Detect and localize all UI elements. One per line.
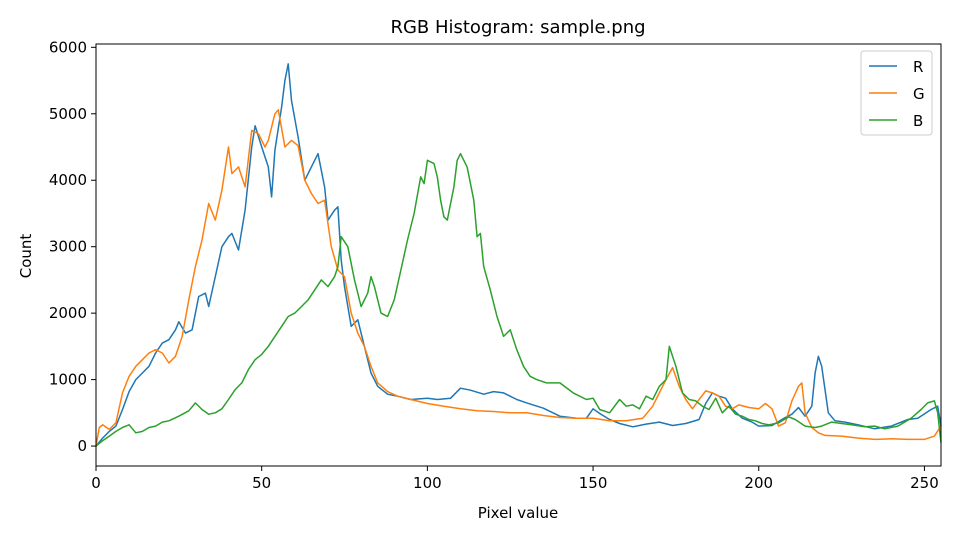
plot-frame [95, 43, 942, 467]
x-tick-label: 100 [413, 474, 442, 492]
plot-area [95, 63, 942, 447]
x-tick-label: 200 [744, 474, 773, 492]
x-tick-label: 250 [910, 474, 939, 492]
chart-title: RGB Histogram: sample.png [390, 17, 645, 38]
y-tick-label: 4000 [49, 171, 87, 189]
y-tick-label: 6000 [49, 38, 87, 56]
y-tick-label: 0 [77, 437, 87, 455]
legend: RGB [860, 50, 933, 136]
legend-label-b: B [913, 112, 923, 130]
y-tick-label: 3000 [49, 238, 87, 256]
series-line-r [95, 63, 942, 447]
x-tick-label: 0 [91, 474, 101, 492]
x-axis: 0 50 100 150 200 250 [91, 466, 939, 492]
series-line-b [95, 152, 942, 447]
x-tick-label: 50 [252, 474, 271, 492]
y-tick-label: 5000 [49, 105, 87, 123]
y-axis-label: Count [17, 234, 35, 279]
y-tick-label: 2000 [49, 304, 87, 322]
x-tick-label: 150 [579, 474, 608, 492]
y-tick-label: 1000 [49, 371, 87, 389]
legend-label-g: G [913, 85, 925, 103]
y-axis: 0 1000 2000 3000 4000 5000 6000 [49, 38, 96, 455]
x-axis-label: Pixel value [478, 504, 558, 522]
series-line-g [95, 109, 942, 447]
legend-label-r: R [913, 58, 923, 76]
